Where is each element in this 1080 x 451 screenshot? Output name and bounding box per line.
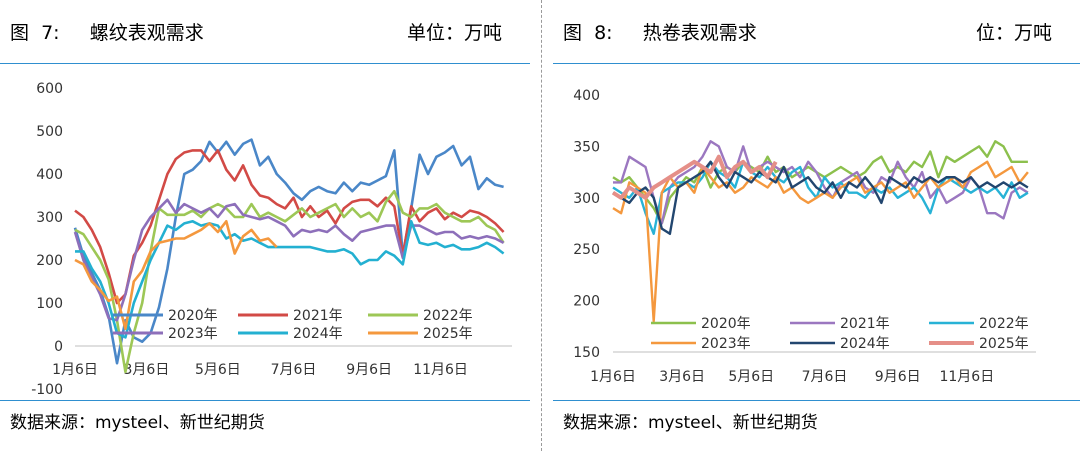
series-line-2024	[75, 220, 505, 339]
chart-title: 图 7: 螺纹表观需求	[10, 22, 204, 44]
y-tick-label: 400	[573, 88, 600, 104]
legend-label: 2025年	[423, 326, 473, 342]
hrc-demand-panel: 图 8: 热卷表观需求 位：万吨 150 200 250 300 350 400 1月6日 3…	[553, 0, 1080, 451]
legend-label: 2023年	[701, 336, 751, 352]
series-line-2024	[612, 160, 1029, 236]
series-line-2022	[74, 189, 505, 374]
x-tick-label: 7月6日	[802, 369, 848, 385]
y-tick-label: 200	[573, 294, 600, 310]
y-tick-label: 300	[36, 210, 63, 226]
series-line-2021	[613, 140, 1029, 225]
legend-label: 2023年	[168, 326, 218, 342]
y-tick-label: 250	[573, 242, 600, 258]
legend-label: 2022年	[979, 316, 1029, 332]
panel-divider	[541, 0, 542, 451]
hrc-demand-chart: 150 200 250 300 350 400 1月6日 3月6日 5月6日 7月6日 9月6日 11…	[573, 88, 1036, 385]
legend-label: 2024年	[840, 336, 890, 352]
y-tick-label: 100	[36, 296, 63, 312]
x-tick-label: 5月6日	[195, 362, 241, 378]
y-tick-label: 150	[573, 345, 600, 361]
source-note: 数据来源：mysteel、新世纪期货	[10, 413, 265, 433]
bottom-rule	[0, 400, 530, 401]
legend-label: 2021年	[293, 308, 343, 324]
x-tick-label: 3月6日	[659, 369, 705, 385]
legend-label: 2025年	[979, 336, 1029, 352]
y-tick-label: 200	[36, 253, 63, 269]
series-line-2025	[74, 220, 278, 331]
y-tick-label: 0	[54, 339, 63, 355]
legend-label: 2024年	[293, 326, 343, 342]
top-rule	[0, 63, 530, 64]
legend-label: 2020年	[701, 316, 751, 332]
title-row: 图 7: 螺纹表观需求 单位：万吨	[0, 0, 530, 64]
y-tick-label: -100	[31, 382, 63, 398]
x-tick-label: 3月6日	[124, 362, 170, 378]
series-line-2023	[73, 198, 505, 322]
unit-label: 位：万吨	[975, 22, 1052, 44]
x-tick-label: 1月6日	[590, 369, 636, 385]
source-note: 数据来源：mysteel、新世纪期货	[563, 413, 818, 433]
x-tick-label: 5月6日	[728, 369, 774, 385]
y-tick-label: 600	[36, 81, 63, 97]
y-tick-label: 350	[573, 139, 600, 155]
x-tick-label: 9月6日	[875, 369, 921, 385]
top-rule	[553, 63, 1080, 64]
x-tick-label: 11月6日	[413, 362, 468, 378]
y-tick-label: 500	[36, 124, 63, 140]
x-tick-label: 7月6日	[271, 362, 317, 378]
rebar-demand-chart: -100 0 100 200 300 400 500 600 1月6日 3月6日 5月6日 7月6日 9…	[31, 81, 512, 398]
series-line-2021	[74, 149, 505, 305]
legend-label: 2021年	[840, 316, 890, 332]
x-tick-label: 11月6日	[939, 369, 994, 385]
x-tick-label: 1月6日	[52, 362, 98, 378]
series-line-2022	[612, 160, 1029, 236]
unit-label: 单位：万吨	[406, 22, 502, 44]
y-tick-label: 300	[573, 191, 600, 207]
series-line-2020	[73, 138, 504, 365]
y-tick-label: 400	[36, 167, 63, 183]
legend-label: 2022年	[423, 308, 473, 324]
bottom-rule	[553, 400, 1080, 401]
series-line-2025	[611, 154, 778, 200]
legend-label: 2020年	[168, 308, 218, 324]
chart-title: 图 8: 热卷表观需求	[563, 22, 757, 44]
x-tick-label: 9月6日	[346, 362, 392, 378]
rebar-demand-panel: 图 7: 螺纹表观需求 单位：万吨 -100 0 100 200 300 400 500 60…	[0, 0, 530, 451]
title-row: 图 8: 热卷表观需求 位：万吨	[553, 0, 1080, 64]
